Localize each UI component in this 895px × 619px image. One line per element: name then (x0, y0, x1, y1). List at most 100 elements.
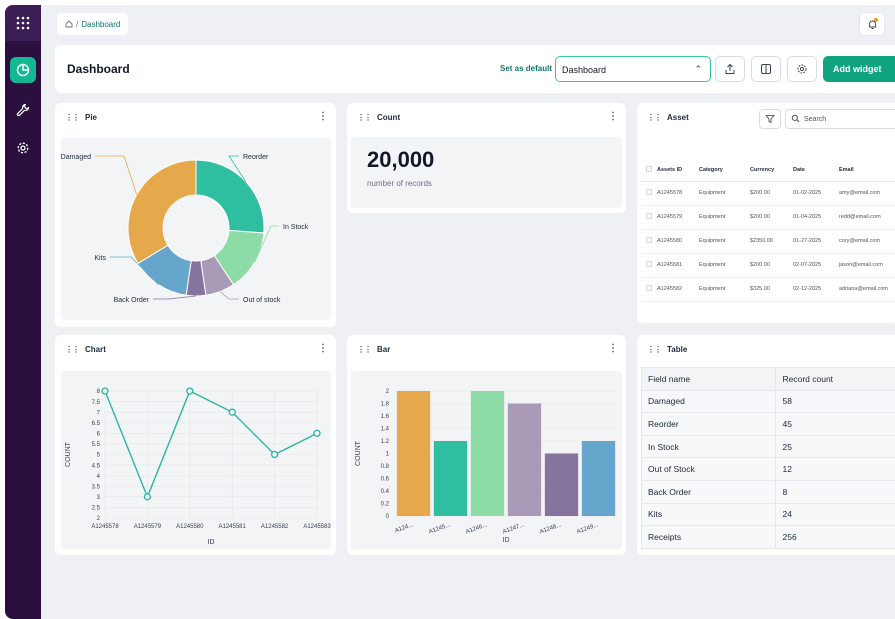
x-tick-label: A1245580 (176, 524, 204, 530)
field-table: Field name Record count Damaged 58 Reorde… (640, 367, 895, 549)
x-tick-label: A1248... (539, 522, 562, 535)
column-header[interactable]: Currency (750, 159, 793, 182)
cell: Equipment (699, 205, 750, 230)
column-header[interactable]: Email (839, 159, 895, 182)
home-icon[interactable] (65, 20, 73, 28)
table-row[interactable]: A1245580 Equipment $2350.00 01-27-2025 c… (641, 229, 895, 254)
table-row[interactable]: In Stock 25 (640, 434, 895, 459)
table-row[interactable]: A1245581 Equipment $200.00 02-07-2025 ja… (641, 253, 895, 278)
y-tick-label: 6 (97, 432, 101, 438)
notifications-button[interactable] (859, 12, 885, 36)
y-tick-label: 2.5 (92, 506, 101, 512)
row-checkbox[interactable] (646, 213, 652, 219)
y-tick-label: 6.5 (92, 421, 101, 427)
x-tick-label: A1245582 (261, 524, 289, 530)
cell: Equipment (699, 229, 750, 254)
drag-handle-icon[interactable]: ⋮⋮ (647, 113, 662, 122)
column-header[interactable]: Date (793, 159, 839, 182)
line-point (228, 408, 236, 416)
x-tick-label: A124... (394, 522, 414, 534)
count-widget: ⋮⋮ Count ⋮ 20,000 number of records (347, 103, 626, 213)
table-row[interactable]: A1245578 Equipment $200.00 01-02-2025 am… (641, 181, 895, 206)
record-count-value: 20,000 (367, 147, 435, 172)
apps-grid-button[interactable] (5, 5, 41, 41)
column-header[interactable]: Assets ID (657, 159, 699, 182)
column-header[interactable]: Field name (640, 367, 777, 391)
widget-title: Table (667, 345, 688, 354)
drag-handle-icon[interactable]: ⋮⋮ (357, 113, 372, 122)
cell: 25 (775, 434, 895, 459)
nav-dashboard[interactable] (10, 57, 36, 83)
table-row[interactable]: Kits 24 (640, 502, 895, 527)
upload-icon (725, 63, 735, 74)
y-tick-label: 2 (386, 389, 390, 395)
more-menu-icon[interactable]: ⋮ (318, 111, 328, 122)
pie-chart-icon (16, 63, 30, 77)
line-point (270, 450, 279, 459)
y-tick-label: 1.8 (381, 402, 390, 408)
select-all-checkbox[interactable] (646, 165, 652, 172)
drag-handle-icon[interactable]: ⋮⋮ (65, 113, 80, 122)
layout-button[interactable] (751, 56, 781, 82)
x-axis-label: ID (503, 537, 510, 544)
widget-title: Asset (667, 113, 689, 122)
cell: 01-04-2025 (793, 205, 839, 230)
column-header[interactable]: Record count (775, 367, 895, 391)
table-row[interactable]: Back Order 8 (640, 479, 895, 504)
bar-chart: 0 0.2 0.4 0.6 0.8 1 1.2 1.4 1.6 1.8 2 A124... A1245.… (355, 389, 617, 544)
share-button[interactable] (715, 56, 745, 82)
cell: $200.00 (750, 181, 793, 206)
more-menu-icon[interactable]: ⋮ (318, 343, 328, 354)
pie-label: Kits (94, 255, 106, 262)
dashboard-select[interactable]: Dashboard ⌃ (555, 56, 711, 82)
cell: redd@email.com (839, 205, 895, 230)
asset-table: Assets ID Category Currency Date Email A… (641, 159, 895, 302)
more-menu-icon[interactable]: ⋮ (608, 111, 618, 122)
nav-tools[interactable] (10, 97, 36, 123)
pie-label: Reorder (243, 154, 269, 161)
cell: 02-07-2025 (793, 253, 839, 278)
cell: 01-27-2025 (793, 229, 839, 254)
add-widget-button[interactable]: Add widget (823, 56, 895, 82)
row-checkbox[interactable] (646, 237, 652, 243)
pie-widget: ⋮⋮ Pie ⋮ Reorder In Stock Out of stock Back … (55, 103, 336, 327)
table-row[interactable]: A1245582 Equipment $325.00 02-12-2025 ad… (641, 277, 895, 302)
bar-2 (433, 441, 468, 516)
more-menu-icon[interactable]: ⋮ (608, 343, 618, 354)
drag-handle-icon[interactable]: ⋮⋮ (647, 345, 662, 354)
table-row[interactable]: Receipts 256 (640, 525, 895, 549)
column-header[interactable]: Category (699, 159, 750, 182)
line-point (143, 493, 152, 501)
cell: $2350.00 (750, 229, 793, 254)
y-axis-label: COUNT (65, 441, 72, 467)
row-checkbox[interactable] (646, 261, 652, 267)
cell: Out of Stock (640, 457, 777, 481)
table-row[interactable]: Reorder 45 (640, 412, 895, 436)
asset-widget: ⋮⋮ Asset Search Assets ID Category Curren… (637, 103, 895, 323)
record-count-label: number of records (367, 179, 432, 188)
page-title: Dashboard (67, 62, 130, 76)
drag-handle-icon[interactable]: ⋮⋮ (65, 345, 80, 354)
row-checkbox[interactable] (646, 285, 652, 291)
table-row[interactable]: Out of Stock 12 (640, 457, 895, 481)
cell: A1245582 (657, 277, 699, 302)
table-row[interactable]: Damaged 58 (640, 389, 895, 414)
pie-leader-line (110, 256, 159, 285)
pie-plot-area: Reorder In Stock Out of stock Back Order Kit… (61, 138, 331, 320)
table-row[interactable]: A1245579 Equipment $200.00 01-04-2025 re… (641, 205, 895, 230)
set-default-link[interactable]: Set as default (500, 64, 553, 73)
pie-chart: Reorder In Stock Out of stock Back Order Kit… (61, 154, 309, 304)
filter-button[interactable] (759, 109, 781, 129)
cell: 12 (775, 457, 895, 481)
drag-handle-icon[interactable]: ⋮⋮ (357, 345, 372, 354)
settings-button[interactable] (787, 56, 817, 82)
pie-leader-line (153, 295, 197, 300)
pie-slice-reorder (195, 159, 265, 234)
nav-settings[interactable] (10, 135, 36, 161)
breadcrumb-current[interactable]: Dashboard (81, 19, 121, 29)
columns-icon (761, 64, 771, 74)
search-input[interactable]: Search (785, 109, 895, 129)
y-tick-label: 8 (97, 389, 101, 395)
x-tick-label: A1245579 (134, 524, 162, 530)
row-checkbox[interactable] (646, 189, 652, 195)
